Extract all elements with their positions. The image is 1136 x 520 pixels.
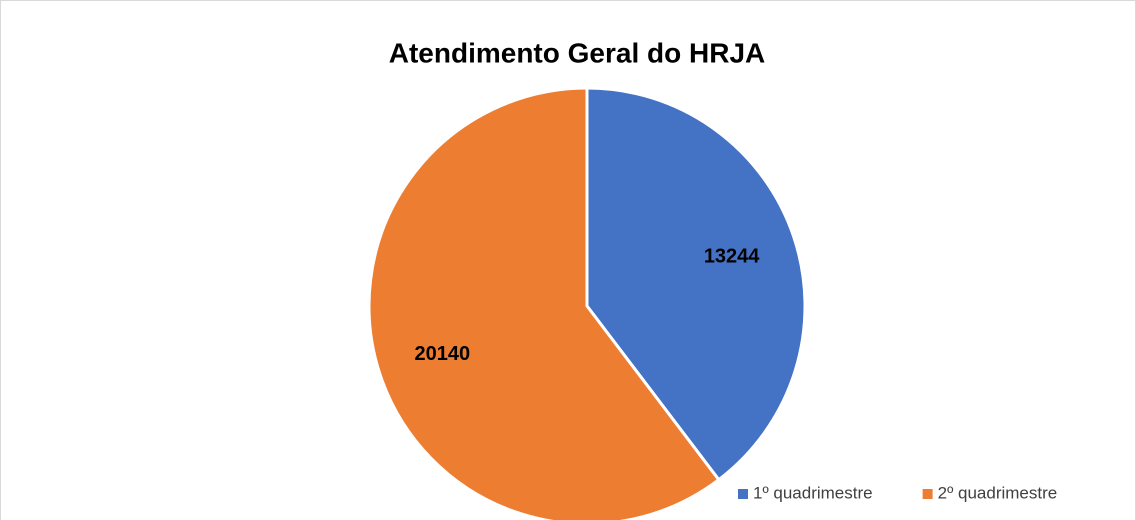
legend-label: 1º quadrimestre [753,483,873,502]
pie-slice [367,86,721,520]
legend-swatch [922,489,933,499]
data-label: 13244 [704,246,760,268]
chart-title: Atendimento Geral do HRJA [389,37,765,68]
legend-swatch [738,489,748,499]
pie-slice [585,86,807,482]
legend-label: 2º quadrimestre [938,483,1058,502]
data-label: 20140 [415,343,471,365]
